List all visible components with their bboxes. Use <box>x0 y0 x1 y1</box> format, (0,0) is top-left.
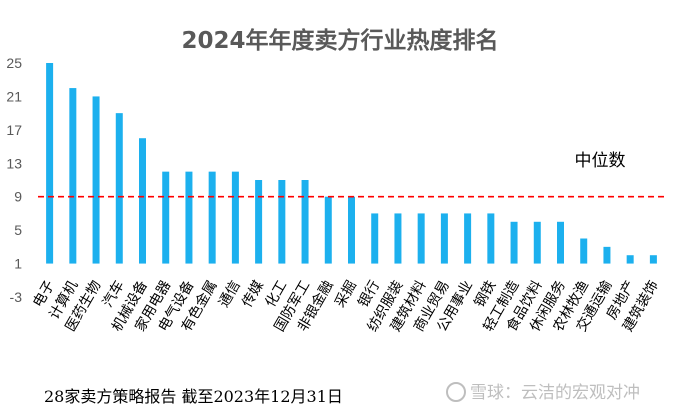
chart-title: 2024年年度卖方行业热度排名 <box>181 27 498 54</box>
median-label: 中位数 <box>575 151 626 171</box>
bar <box>649 255 657 264</box>
bar <box>92 96 100 264</box>
bar <box>510 221 518 264</box>
bar <box>417 213 425 264</box>
watermark-logo <box>446 382 466 402</box>
y-tick-label: -3 <box>10 289 23 305</box>
y-tick-label: 25 <box>6 55 22 71</box>
bar <box>46 63 54 264</box>
bar <box>394 213 402 264</box>
bar <box>324 196 332 264</box>
bar <box>557 221 564 264</box>
y-tick-label: 21 <box>6 88 22 104</box>
bar <box>440 213 448 264</box>
bar <box>603 246 611 264</box>
bar <box>626 255 634 264</box>
y-tick-label: 1 <box>14 256 22 272</box>
bar <box>464 213 472 264</box>
bar <box>371 213 379 264</box>
bar <box>185 171 193 264</box>
bar-series <box>46 63 657 264</box>
bar <box>69 88 77 264</box>
y-tick-label: 17 <box>6 122 22 138</box>
bar <box>301 180 309 264</box>
bar <box>278 180 286 264</box>
watermark-text: 雪球：云洁的宏观对冲 <box>470 383 640 403</box>
bar <box>208 171 216 264</box>
y-tick-label: 13 <box>6 155 22 171</box>
y-axis: -3 1 5 9 13 17 21 25 <box>6 55 22 305</box>
y-tick-label: 5 <box>14 222 22 238</box>
bar <box>580 238 588 264</box>
bar <box>255 180 263 264</box>
watermark: 雪球：云洁的宏观对冲 <box>446 382 640 403</box>
bar <box>231 171 239 264</box>
bar <box>487 213 495 264</box>
y-tick-label: 9 <box>14 189 22 205</box>
bar <box>162 171 170 264</box>
bar <box>115 113 123 264</box>
footnote: 28家卖方策略报告 截至2023年12月31日 <box>44 387 343 406</box>
bar <box>139 138 146 264</box>
bar <box>533 221 541 264</box>
bar <box>348 196 355 264</box>
